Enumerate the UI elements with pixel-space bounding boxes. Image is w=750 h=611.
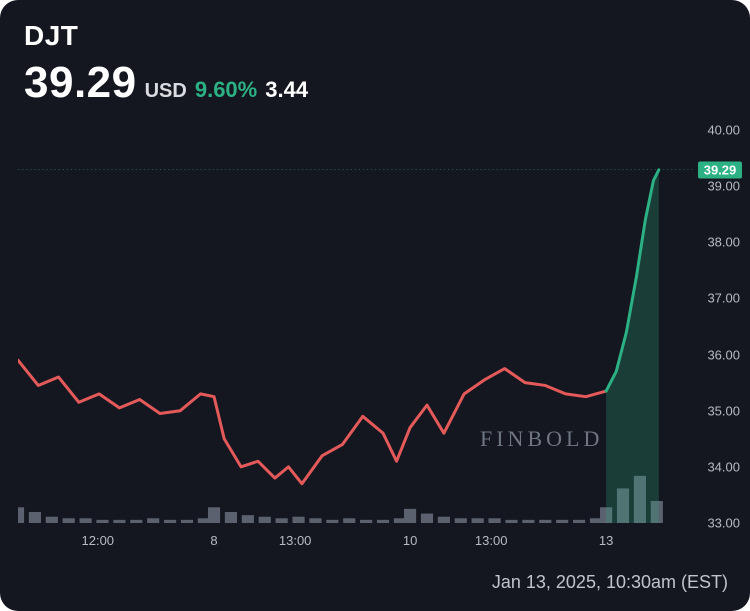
y-tick-label: 40.00 [696,123,740,138]
y-tick-label: 35.00 [696,403,740,418]
ticker-symbol: DJT [24,20,308,52]
price-line: 39.29 USD 9.60% 3.44 [24,58,308,108]
y-axis: 33.0034.0035.0036.0037.0038.0039.0040.00… [696,130,740,523]
x-tick-label: 13 [599,533,613,548]
y-tick-label: 37.00 [696,291,740,306]
x-tick-label: 10 [403,533,417,548]
x-tick-label: 13:00 [279,533,312,548]
header: DJT 39.29 USD 9.60% 3.44 [24,20,308,108]
watermark: FINBOLD [480,426,603,452]
chart-svg [18,130,694,523]
price-badge: 39.29 [698,161,742,178]
x-tick-label: 13:00 [475,533,508,548]
y-tick-label: 36.00 [696,347,740,362]
y-tick-label: 39.00 [696,179,740,194]
y-tick-label: 34.00 [696,459,740,474]
x-tick-label: 12:00 [81,533,114,548]
y-tick-label: 38.00 [696,235,740,250]
x-tick-label: 8 [210,533,217,548]
absolute-change: 3.44 [265,77,308,103]
percent-change: 9.60% [195,77,257,103]
timestamp: Jan 13, 2025, 10:30am (EST) [492,572,728,593]
chart-area [18,130,694,523]
price: 39.29 [24,58,137,108]
currency: USD [145,80,187,103]
stock-chart-card: DJT 39.29 USD 9.60% 3.44 33.00 34.00 35.00… [0,0,750,611]
y-tick-label: 33.00 [696,516,740,531]
x-axis: 12:00 8 13:00 10 13:00 13 [18,533,694,551]
